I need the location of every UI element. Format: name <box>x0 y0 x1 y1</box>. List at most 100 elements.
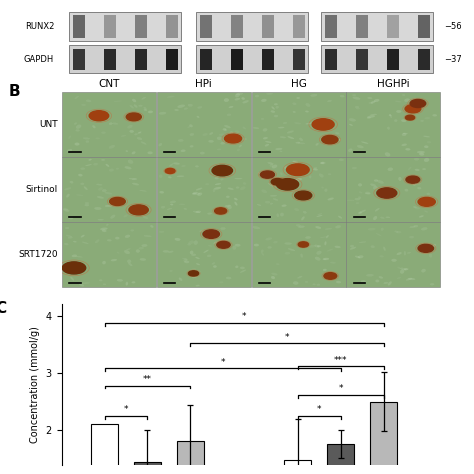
Ellipse shape <box>314 245 319 247</box>
Ellipse shape <box>187 126 191 128</box>
Ellipse shape <box>210 132 213 135</box>
Ellipse shape <box>402 94 405 96</box>
Ellipse shape <box>314 167 317 169</box>
Ellipse shape <box>265 141 272 143</box>
Ellipse shape <box>214 241 218 244</box>
Ellipse shape <box>330 262 336 264</box>
Ellipse shape <box>235 178 242 179</box>
Ellipse shape <box>403 268 410 270</box>
Ellipse shape <box>101 131 106 134</box>
Ellipse shape <box>430 200 435 202</box>
Ellipse shape <box>243 182 246 185</box>
Ellipse shape <box>261 249 264 253</box>
Ellipse shape <box>144 107 146 109</box>
Ellipse shape <box>200 152 205 155</box>
Circle shape <box>271 179 284 185</box>
Ellipse shape <box>308 245 316 248</box>
Ellipse shape <box>370 114 377 116</box>
Ellipse shape <box>173 163 180 164</box>
Ellipse shape <box>239 145 242 147</box>
Ellipse shape <box>356 202 359 204</box>
Ellipse shape <box>430 283 434 285</box>
Ellipse shape <box>117 279 123 282</box>
Ellipse shape <box>350 245 354 247</box>
Bar <box>69 46 181 73</box>
Ellipse shape <box>70 277 74 281</box>
Ellipse shape <box>235 98 240 100</box>
Ellipse shape <box>134 205 138 207</box>
Ellipse shape <box>288 136 294 139</box>
Ellipse shape <box>358 196 361 199</box>
Ellipse shape <box>178 139 183 142</box>
Text: GAPDH: GAPDH <box>24 55 54 64</box>
Text: *: * <box>124 405 128 414</box>
Bar <box>104 49 116 70</box>
Ellipse shape <box>380 217 384 219</box>
Ellipse shape <box>218 171 222 173</box>
Ellipse shape <box>227 247 230 248</box>
Ellipse shape <box>209 140 214 143</box>
Ellipse shape <box>266 93 273 94</box>
Ellipse shape <box>196 188 202 191</box>
Bar <box>346 222 440 287</box>
Circle shape <box>406 176 420 183</box>
Ellipse shape <box>134 104 137 108</box>
Ellipse shape <box>397 267 401 269</box>
Ellipse shape <box>381 228 383 231</box>
Circle shape <box>286 164 309 175</box>
Ellipse shape <box>242 138 247 140</box>
Text: −37: −37 <box>445 55 462 64</box>
Text: HPi: HPi <box>195 79 212 89</box>
Ellipse shape <box>367 117 371 118</box>
Circle shape <box>89 111 109 121</box>
Ellipse shape <box>339 159 344 161</box>
Ellipse shape <box>284 181 292 182</box>
Ellipse shape <box>261 99 266 102</box>
Ellipse shape <box>303 211 307 214</box>
Ellipse shape <box>373 216 377 220</box>
Ellipse shape <box>68 237 73 238</box>
Ellipse shape <box>79 270 84 272</box>
Ellipse shape <box>106 164 109 167</box>
Ellipse shape <box>127 260 131 263</box>
Ellipse shape <box>117 252 119 254</box>
Ellipse shape <box>419 215 424 218</box>
Ellipse shape <box>89 159 91 161</box>
Ellipse shape <box>81 235 84 237</box>
Ellipse shape <box>235 93 240 97</box>
Ellipse shape <box>320 162 324 164</box>
Ellipse shape <box>282 205 287 207</box>
Bar <box>252 157 346 222</box>
Ellipse shape <box>335 132 339 134</box>
Ellipse shape <box>183 258 187 262</box>
Ellipse shape <box>67 149 72 152</box>
Ellipse shape <box>148 110 153 113</box>
Ellipse shape <box>280 213 284 216</box>
Ellipse shape <box>105 192 112 194</box>
Ellipse shape <box>109 122 112 125</box>
Ellipse shape <box>141 97 146 100</box>
Ellipse shape <box>265 237 272 240</box>
Ellipse shape <box>86 100 91 102</box>
Ellipse shape <box>167 208 172 210</box>
Circle shape <box>203 230 219 238</box>
Ellipse shape <box>312 283 316 285</box>
Bar <box>327 444 354 474</box>
Ellipse shape <box>214 232 219 236</box>
Circle shape <box>62 262 86 274</box>
Ellipse shape <box>425 243 428 246</box>
Ellipse shape <box>227 114 231 116</box>
Bar <box>165 15 178 38</box>
Text: SRT1720: SRT1720 <box>18 250 58 259</box>
Ellipse shape <box>352 167 356 169</box>
Bar <box>387 15 399 38</box>
Ellipse shape <box>366 274 374 276</box>
Ellipse shape <box>326 235 328 238</box>
Ellipse shape <box>182 258 188 260</box>
Bar <box>62 157 156 222</box>
Ellipse shape <box>129 130 134 133</box>
Bar <box>200 15 212 38</box>
Bar <box>387 49 399 70</box>
Ellipse shape <box>126 248 130 250</box>
Ellipse shape <box>177 105 185 108</box>
